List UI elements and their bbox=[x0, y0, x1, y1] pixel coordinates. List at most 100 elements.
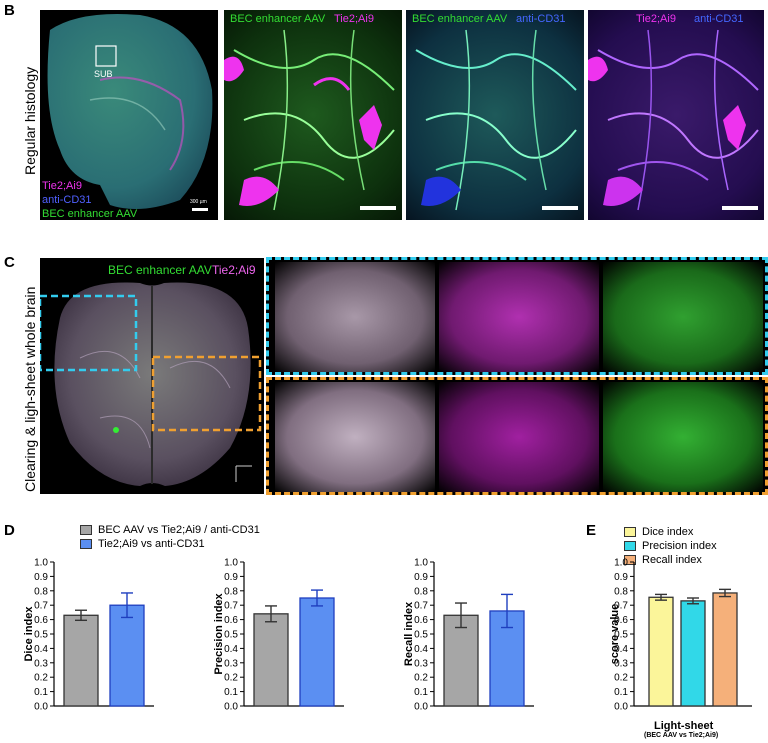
e-legend-recall-label: Recall index bbox=[642, 554, 702, 566]
y-tick-label: 1.0 bbox=[614, 558, 628, 569]
panel-letter-d: D bbox=[4, 522, 15, 539]
vessel-pattern-magenta-blue bbox=[588, 29, 759, 211]
y-tick-label: 0.5 bbox=[224, 630, 238, 641]
y-tick-label: 1.0 bbox=[414, 558, 428, 569]
legend-tie2-ai9: Tie2;Ai9 bbox=[42, 180, 82, 192]
y-tick-label: 0.2 bbox=[414, 673, 428, 684]
y-tick-label: 0.8 bbox=[34, 586, 48, 597]
y-tick-label: 0.5 bbox=[34, 630, 48, 641]
tile3-scalebar bbox=[722, 206, 758, 210]
y-tick-label: 0.0 bbox=[34, 702, 48, 713]
y-tick-label: 0.4 bbox=[34, 644, 48, 655]
y-tick-label: 0.9 bbox=[34, 572, 48, 583]
sub-region-box bbox=[95, 45, 117, 67]
histology-tile-tie2-cd31: Tie2;Ai9 anti-CD31 bbox=[588, 10, 764, 220]
histology-tile-aav-tie2: BEC enhancer AAV Tie2;Ai9 bbox=[224, 10, 402, 220]
dice-index-chart: 0.0 0.1 0.2 0.3 0.4 0.5 0.6 0.7 0.8 0.9 1.0 Dice in… bbox=[23, 558, 154, 713]
e-legend-dice-label: Dice index bbox=[642, 526, 694, 538]
bar bbox=[712, 592, 738, 707]
y-tick-label: 0.2 bbox=[34, 673, 48, 684]
y-tick-label: 0.2 bbox=[614, 673, 628, 684]
tile1-label-green: BEC enhancer AAV bbox=[230, 13, 326, 25]
y-tick-label: 0.1 bbox=[34, 687, 48, 698]
y-tick-label: 0.4 bbox=[414, 644, 428, 655]
y-axis-label: Recall index bbox=[403, 601, 415, 666]
y-tick-label: 0.1 bbox=[414, 687, 428, 698]
precision-index-chart: 0.0 0.1 0.2 0.3 0.4 0.5 0.6 0.7 0.8 0.9 1.0 Precisi… bbox=[213, 558, 344, 713]
e-legend-recall-swatch bbox=[624, 555, 636, 565]
wb-label-green: BEC enhancer AAV bbox=[108, 263, 212, 277]
y-axis-label: score value bbox=[609, 604, 621, 665]
e-legend-recall: Recall index bbox=[624, 554, 702, 566]
e-xlabel-main: Light-sheet bbox=[654, 720, 714, 732]
orange-tile-row bbox=[266, 377, 768, 495]
y-tick-label: 0.3 bbox=[614, 658, 628, 669]
d-legend-gray: BEC AAV vs Tie2;Ai9 / anti-CD31 bbox=[80, 524, 260, 536]
y-tick-label: 0.9 bbox=[224, 572, 238, 583]
tile1-scalebar bbox=[360, 206, 396, 210]
d-legend-gray-swatch bbox=[80, 525, 92, 535]
y-tick-label: 0.3 bbox=[414, 658, 428, 669]
y-tick-label: 0.6 bbox=[614, 615, 628, 626]
e-legend-precision-swatch bbox=[624, 541, 636, 551]
tile3-label-magenta: Tie2;Ai9 bbox=[636, 13, 676, 25]
panel-letter-e: E bbox=[586, 522, 597, 539]
scalebar-label: 300 µm bbox=[190, 199, 207, 205]
orange-region-box bbox=[151, 355, 262, 432]
orange-tile-green bbox=[603, 382, 763, 492]
legend-anti-cd31: anti-CD31 bbox=[42, 194, 92, 206]
brain-section-drawing bbox=[47, 14, 213, 209]
y-tick-label: 0.4 bbox=[614, 644, 628, 655]
recall-index-chart: 0.0 0.1 0.2 0.3 0.4 0.5 0.6 0.7 0.8 0.9 1.0 Recall … bbox=[403, 558, 534, 713]
orange-tile-magenta bbox=[439, 382, 599, 492]
y-tick-label: 0.2 bbox=[224, 673, 238, 684]
y-tick-label: 1.0 bbox=[34, 558, 48, 569]
y-tick-label: 0.7 bbox=[414, 601, 428, 612]
score-value-chart: 0.0 0.1 0.2 0.3 0.4 0.5 0.6 0.7 0.8 0.9 1.0 score v… bbox=[609, 558, 752, 713]
e-legend-dice: Dice index bbox=[624, 526, 693, 538]
y-tick-label: 0.1 bbox=[224, 687, 238, 698]
bar bbox=[648, 596, 674, 707]
y-tick-label: 0.8 bbox=[224, 586, 238, 597]
cyan-tile-merged bbox=[275, 262, 435, 372]
vessel-pattern-green-blue bbox=[415, 29, 577, 211]
y-tick-label: 0.7 bbox=[614, 601, 628, 612]
row-label-regular-histology: Regular histology bbox=[22, 66, 38, 175]
y-tick-label: 0.8 bbox=[414, 586, 428, 597]
panel-letter-b: B bbox=[4, 2, 15, 19]
y-tick-label: 0.3 bbox=[224, 658, 238, 669]
y-tick-label: 0.0 bbox=[614, 702, 628, 713]
e-legend-precision: Precision index bbox=[624, 540, 717, 552]
tile2-label-green: BEC enhancer AAV bbox=[412, 13, 508, 25]
d-legend-blue-label: Tie2;Ai9 vs anti-CD31 bbox=[98, 538, 205, 550]
e-legend-precision-label: Precision index bbox=[642, 540, 717, 552]
bar bbox=[109, 604, 145, 707]
vessel-pattern-green-magenta bbox=[224, 29, 395, 211]
d-legend-blue-swatch bbox=[80, 539, 92, 549]
y-tick-label: 0.7 bbox=[224, 601, 238, 612]
whole-brain-drawing bbox=[40, 282, 262, 486]
y-tick-label: 0.7 bbox=[34, 601, 48, 612]
y-tick-label: 0.0 bbox=[224, 702, 238, 713]
e-legend-dice-swatch bbox=[624, 527, 636, 537]
cyan-tile-green bbox=[603, 262, 763, 372]
cyan-tile-magenta bbox=[439, 262, 599, 372]
y-tick-label: 0.6 bbox=[224, 615, 238, 626]
e-xlabel-sub: (BEC AAV vs Tie2;Ai9) bbox=[644, 732, 719, 739]
bar bbox=[443, 614, 479, 707]
y-tick-label: 0.9 bbox=[614, 572, 628, 583]
tile3-label-blue: anti-CD31 bbox=[694, 13, 744, 25]
y-tick-label: 0.8 bbox=[614, 586, 628, 597]
cyan-region-box bbox=[40, 294, 138, 372]
tile2-label-blue: anti-CD31 bbox=[516, 13, 566, 25]
y-tick-label: 0.0 bbox=[414, 702, 428, 713]
y-tick-label: 0.9 bbox=[414, 572, 428, 583]
tile1-label-magenta: Tie2;Ai9 bbox=[334, 13, 374, 25]
y-tick-label: 0.3 bbox=[34, 658, 48, 669]
histology-overview-image: SUB Tie2;Ai9 anti-CD31 BEC enhancer AAV … bbox=[40, 10, 218, 220]
orange-tile-merged bbox=[275, 382, 435, 492]
histology-tile-aav-cd31: BEC enhancer AAV anti-CD31 bbox=[406, 10, 584, 220]
bar bbox=[253, 613, 289, 707]
bar bbox=[299, 597, 335, 707]
row-label-clearing: Clearing & ligh-sheet whole brain bbox=[22, 286, 38, 492]
